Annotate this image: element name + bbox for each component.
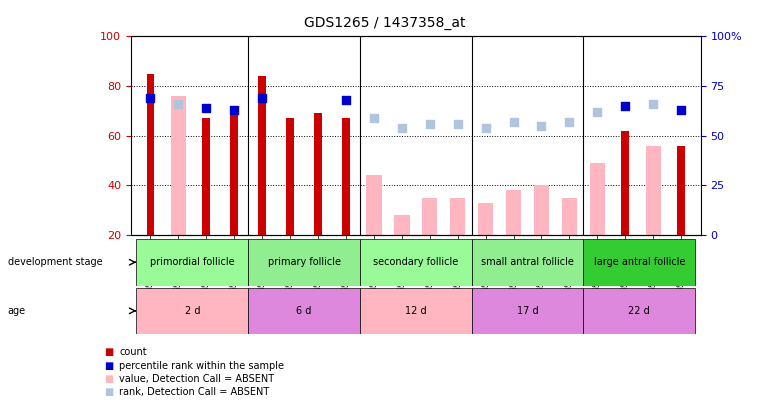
Bar — [584, 239, 695, 286]
Text: primary follicle: primary follicle — [267, 257, 340, 267]
Text: 17 d: 17 d — [517, 306, 538, 316]
Text: small antral follicle: small antral follicle — [481, 257, 574, 267]
Bar — [590, 163, 605, 235]
Text: ■: ■ — [104, 388, 113, 397]
Point — [647, 101, 659, 107]
Text: value, Detection Call = ABSENT: value, Detection Call = ABSENT — [119, 374, 274, 384]
Bar — [230, 111, 238, 235]
Point — [451, 121, 464, 127]
Point — [480, 124, 492, 131]
Text: age: age — [8, 306, 26, 316]
Point — [144, 95, 156, 101]
Text: GDS1265 / 1437358_at: GDS1265 / 1437358_at — [304, 16, 466, 30]
Point — [424, 121, 436, 127]
Bar — [584, 288, 695, 334]
Point — [591, 109, 604, 115]
Text: 12 d: 12 d — [405, 306, 427, 316]
Text: rank, Detection Call = ABSENT: rank, Detection Call = ABSENT — [119, 388, 270, 397]
Bar — [314, 113, 322, 235]
Bar — [645, 145, 661, 235]
Text: secondary follicle: secondary follicle — [373, 257, 458, 267]
Bar — [506, 190, 521, 235]
Point — [396, 124, 408, 131]
Text: 2 d: 2 d — [185, 306, 200, 316]
Point — [507, 119, 520, 125]
Point — [564, 119, 576, 125]
Point — [619, 103, 631, 109]
Bar — [136, 288, 248, 334]
Point — [256, 95, 268, 101]
Bar — [472, 239, 584, 286]
Text: percentile rank within the sample: percentile rank within the sample — [119, 361, 284, 371]
Text: ■: ■ — [104, 374, 113, 384]
Point — [340, 97, 352, 103]
Text: ■: ■ — [104, 347, 113, 357]
Bar — [248, 288, 360, 334]
Point — [200, 104, 213, 111]
Point — [172, 101, 185, 107]
Point — [228, 107, 240, 113]
Bar — [171, 96, 186, 235]
Text: ■: ■ — [104, 361, 113, 371]
Point — [675, 107, 688, 113]
Point — [368, 115, 380, 121]
Bar — [422, 198, 437, 235]
Bar — [146, 74, 154, 235]
Bar — [394, 215, 410, 235]
Bar — [450, 198, 465, 235]
Point — [535, 122, 547, 129]
Bar — [259, 76, 266, 235]
Bar — [136, 239, 248, 286]
Bar — [534, 185, 549, 235]
Text: primordial follicle: primordial follicle — [150, 257, 235, 267]
Bar — [360, 239, 472, 286]
Text: large antral follicle: large antral follicle — [594, 257, 685, 267]
Bar — [360, 288, 472, 334]
Bar — [478, 202, 494, 235]
Bar — [203, 118, 210, 235]
Text: 22 d: 22 d — [628, 306, 650, 316]
Bar — [248, 239, 360, 286]
Bar — [342, 118, 350, 235]
Text: 6 d: 6 d — [296, 306, 312, 316]
Text: count: count — [119, 347, 147, 357]
Bar — [286, 118, 294, 235]
Bar — [678, 145, 685, 235]
Bar — [472, 288, 584, 334]
Bar — [562, 198, 577, 235]
Bar — [621, 131, 629, 235]
Text: development stage: development stage — [8, 257, 102, 267]
Bar — [367, 175, 382, 235]
